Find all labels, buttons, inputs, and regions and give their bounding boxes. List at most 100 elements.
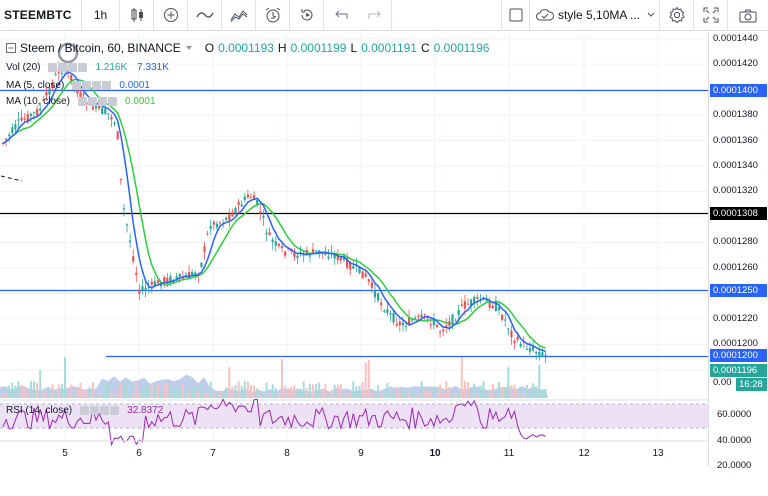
high-value: 0.0001199 (290, 41, 347, 55)
alarm-clock-icon (265, 7, 280, 23)
volume-bar (308, 383, 311, 398)
volume-bar (184, 388, 187, 398)
financials-button[interactable] (222, 0, 256, 31)
collapse-icon[interactable] (6, 43, 16, 53)
volume-bar (256, 388, 259, 398)
rsi-legend[interactable]: RSI (14, close) 32.8372 (6, 405, 163, 416)
high-key: H (277, 41, 287, 55)
candle-body (346, 258, 349, 268)
candle-body (280, 246, 284, 249)
volume-bar (287, 388, 290, 398)
volume-bar (305, 388, 308, 398)
candle-body (104, 108, 107, 115)
price-tag: 0.0001308 (710, 207, 767, 220)
candle-body (231, 212, 234, 217)
volume-bar (88, 386, 91, 398)
volume-bar (417, 394, 420, 398)
volume-bar (522, 394, 525, 398)
symbol-search-button[interactable]: STEEMBTC (0, 0, 82, 31)
volume-bar (126, 388, 128, 398)
volume-bar (23, 387, 26, 398)
volume-bar (401, 390, 404, 398)
chart-title[interactable]: Steem / Bitcoin, 60, BINANCE (20, 41, 181, 55)
volume-bar (479, 385, 482, 398)
price-tick: 0.0001420 (713, 58, 758, 70)
ma5-legend[interactable]: MA (5, close) 0.0001 (6, 80, 150, 91)
replay-icon (301, 9, 312, 21)
candle-body (342, 256, 346, 260)
checkbox-button[interactable] (502, 0, 530, 31)
price-tick: 0.0001200 (713, 338, 758, 350)
volume-bar (516, 390, 519, 398)
volume-bar (538, 364, 541, 398)
compare-button[interactable] (188, 0, 222, 31)
candle-body (504, 319, 507, 321)
candle-body (194, 272, 197, 275)
candle-body (107, 113, 110, 115)
candle-body (271, 239, 274, 243)
replay-button[interactable] (290, 0, 324, 31)
candle-body (166, 277, 169, 284)
volume-bar (243, 381, 246, 398)
wave-icon (195, 12, 214, 18)
volume-legend[interactable]: Vol (20) 1.216K 7.331K (6, 62, 169, 73)
candle-body (497, 307, 501, 311)
rsi-controls[interactable] (80, 406, 120, 415)
volume-bar (2, 392, 4, 398)
candle-body (544, 355, 547, 357)
candle-body (76, 89, 79, 94)
volume-bar (67, 393, 70, 398)
candle-body (5, 138, 8, 140)
candle-body (11, 127, 14, 134)
candle-body (370, 282, 373, 288)
alert-button[interactable] (256, 0, 290, 31)
ma5-controls[interactable] (72, 81, 112, 90)
volume-bar (48, 392, 51, 398)
volume-bar (346, 393, 349, 398)
ma10-legend[interactable]: MA (10, close) 0.0001 (6, 96, 156, 107)
candles-style-button[interactable] (120, 0, 154, 31)
volume-bar (519, 388, 522, 398)
volume-bar (101, 393, 104, 398)
volume-bar (116, 391, 119, 398)
ma10-controls[interactable] (77, 97, 117, 106)
redo-button[interactable] (358, 0, 392, 31)
candle-body (429, 324, 432, 326)
volume-bar (240, 385, 243, 398)
candle-body (451, 314, 454, 325)
volume-bar (439, 384, 442, 398)
volume-bar (45, 393, 48, 398)
volume-bar (312, 384, 314, 398)
volume-bar (172, 389, 175, 398)
candle-body (311, 249, 315, 253)
volume-bar (485, 394, 488, 398)
volume-bar (259, 393, 262, 398)
candle-body (507, 328, 510, 330)
rsi-value: 32.8372 (127, 405, 164, 416)
price-axis[interactable]: 0.0001440 0.0001420 0.0001400 0.0001380 0.00… (708, 31, 768, 471)
open-value: 0.0001193 (218, 41, 274, 55)
candle-body (119, 178, 122, 181)
cursor-marker (57, 42, 79, 64)
candle-body (457, 310, 460, 316)
volume-bar (203, 394, 206, 398)
interval-button[interactable]: 1h (82, 0, 120, 31)
snapshot-button[interactable] (728, 0, 768, 31)
candle-body (454, 320, 457, 322)
fullscreen-button[interactable] (694, 0, 728, 31)
candle-body (277, 243, 280, 247)
volume-bar (420, 381, 423, 398)
chart-template-button[interactable]: style 5,10MA ... (530, 0, 660, 31)
undo-button[interactable] (324, 0, 358, 31)
volume-bar (277, 393, 280, 398)
caret-down-icon[interactable] (185, 44, 193, 52)
indicators-button[interactable] (154, 0, 188, 31)
price-tag: 16:28 (736, 377, 767, 391)
vol-controls[interactable] (48, 63, 88, 72)
candle-body (352, 266, 355, 269)
candle-body (491, 305, 494, 309)
volume-bar (442, 394, 445, 398)
volume-bar (119, 383, 122, 398)
settings-button[interactable] (660, 0, 694, 31)
volume-bar (302, 381, 305, 398)
